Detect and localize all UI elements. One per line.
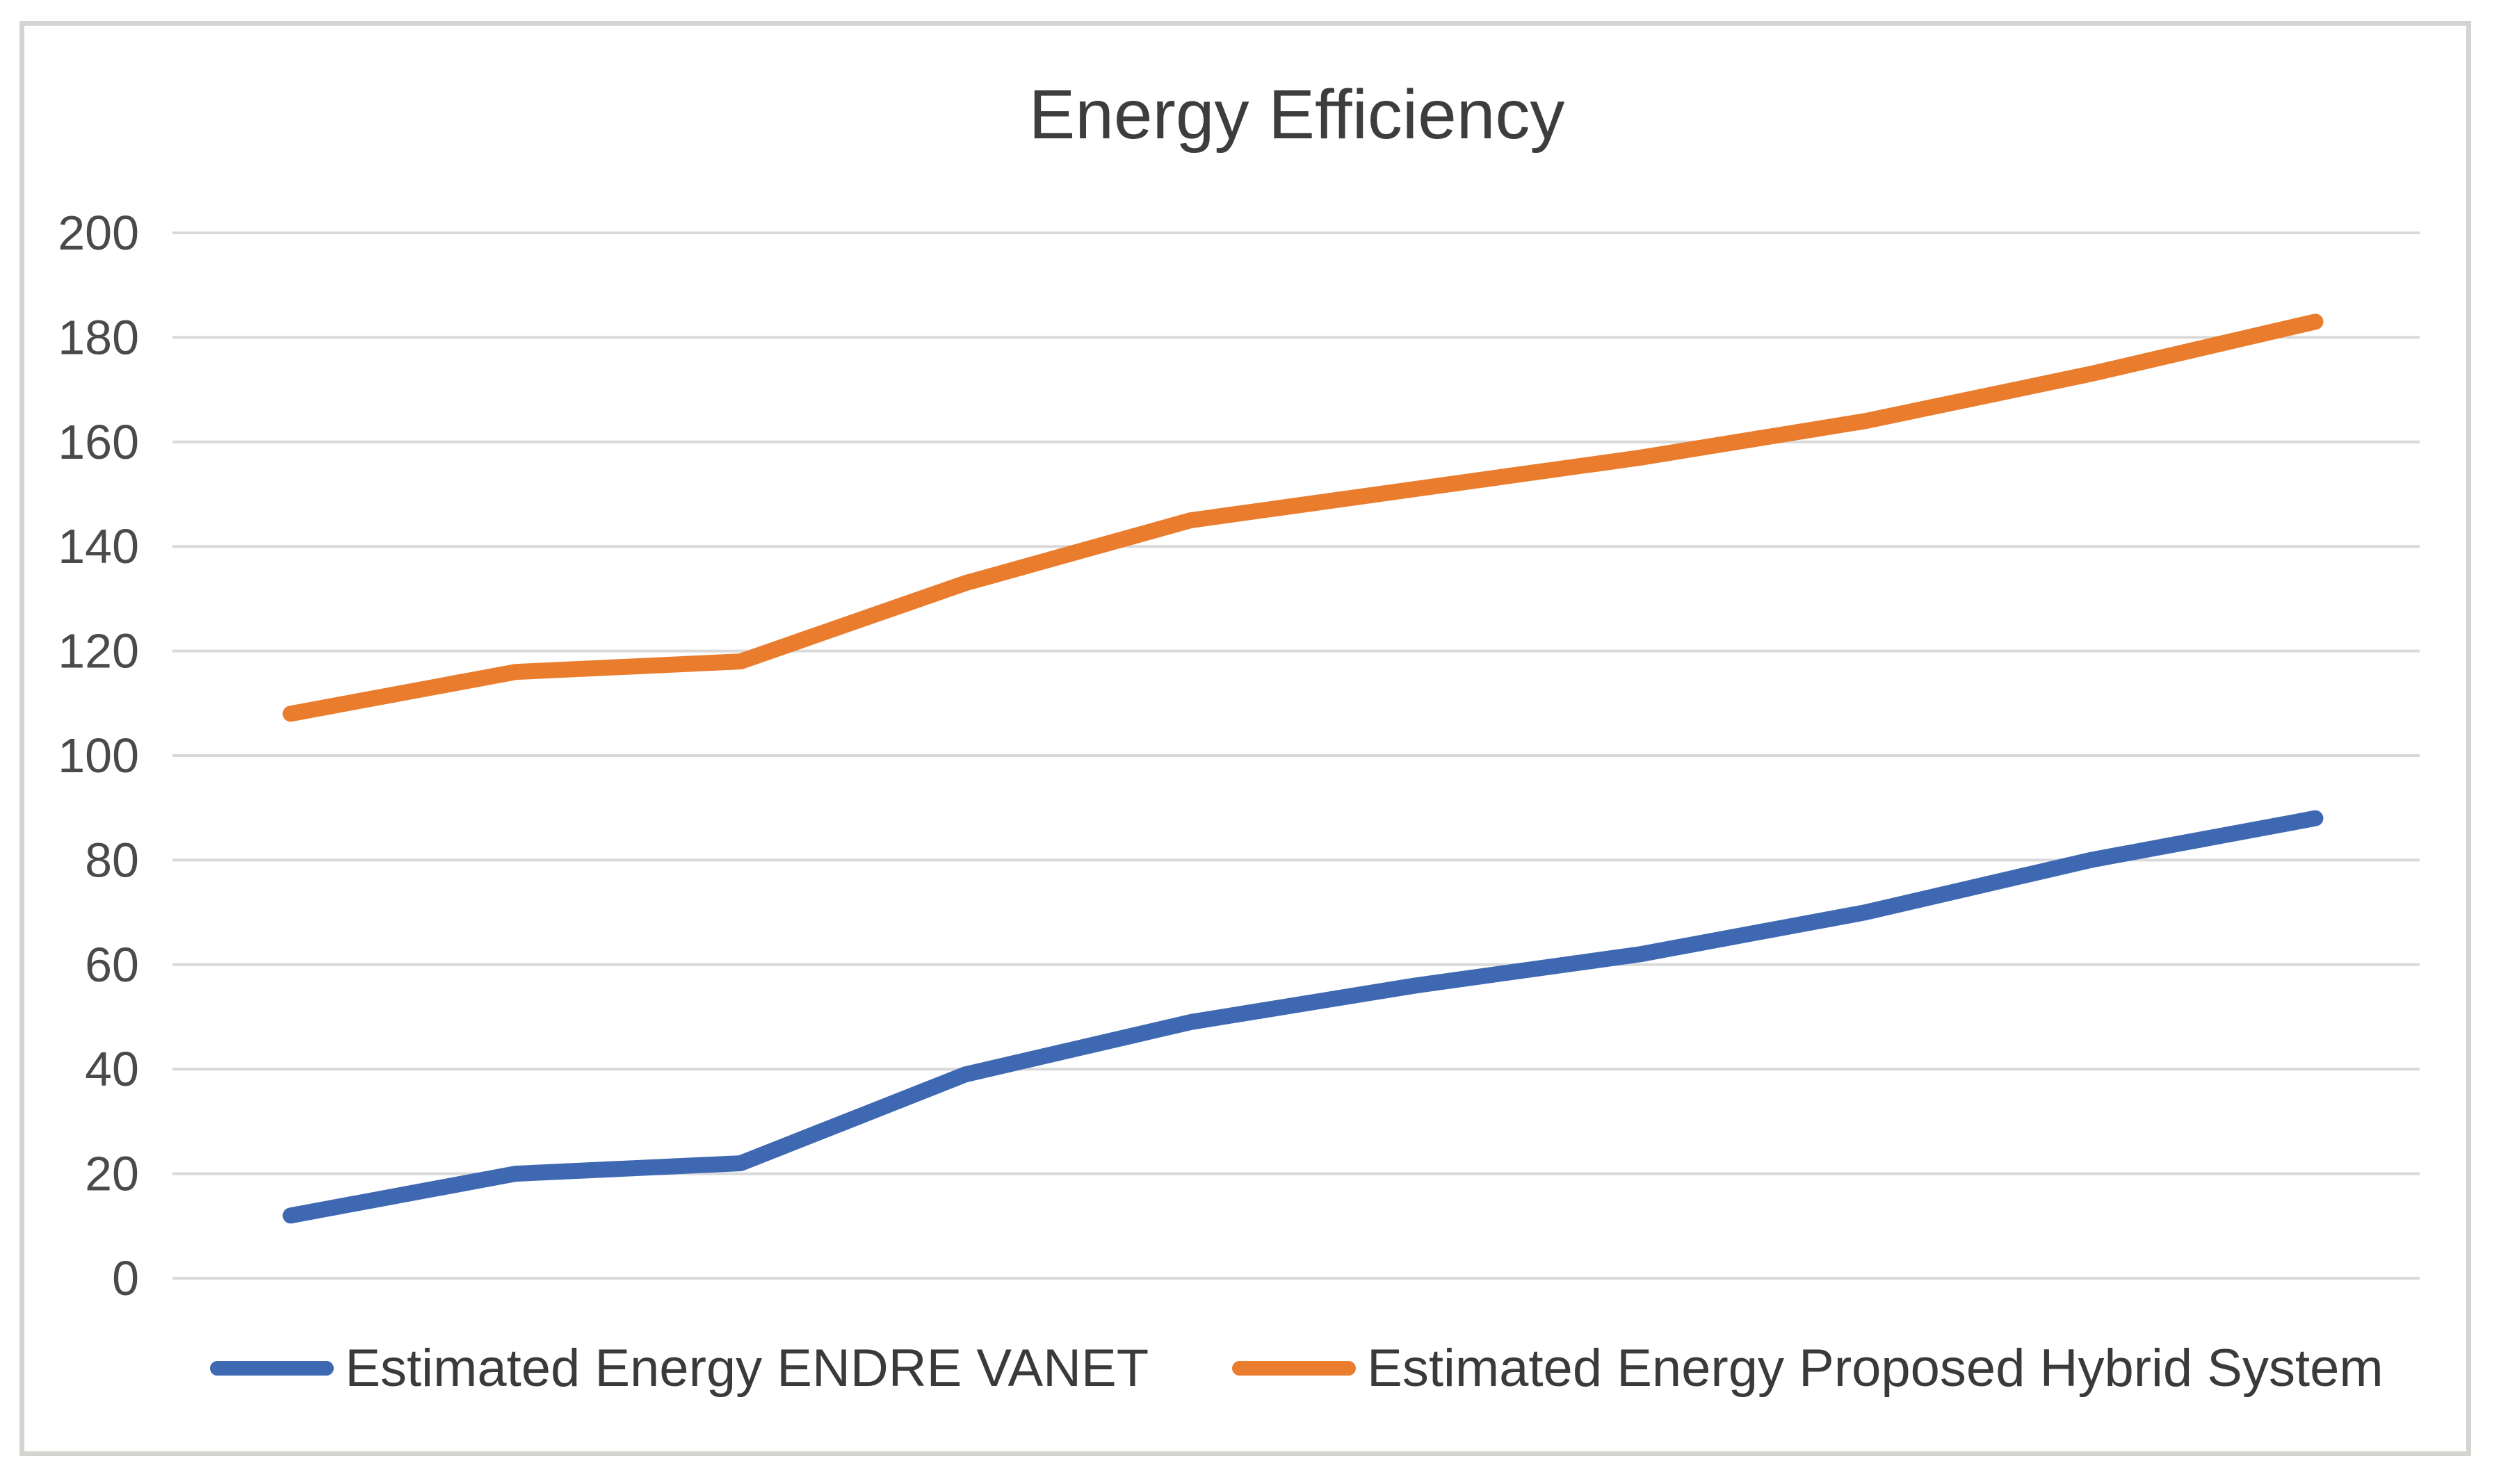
legend-swatch-blue-icon xyxy=(210,1361,334,1376)
series-line-proposed-hybrid-system xyxy=(282,313,2324,722)
y-tick-label: 160 xyxy=(58,415,139,469)
legend-label: Estimated Energy Proposed Hybrid System xyxy=(1367,1339,2383,1398)
legend-swatch-orange-icon xyxy=(1232,1361,1357,1376)
legend: Estimated Energy ENDRE VANET Estimated E… xyxy=(174,1338,2420,1399)
y-axis-tick-labels: 0 20 40 60 80 100 120 140 160 180 200 xyxy=(58,206,139,1305)
legend-item-proposed-hybrid: Estimated Energy Proposed Hybrid System xyxy=(1232,1338,2383,1399)
y-tick-label: 0 xyxy=(112,1251,139,1305)
y-tick-label: 60 xyxy=(85,938,139,992)
y-tick-label: 100 xyxy=(58,728,139,783)
series-lines xyxy=(282,313,2324,1224)
y-tick-label: 80 xyxy=(85,833,139,887)
legend-item-endre-vanet: Estimated Energy ENDRE VANET xyxy=(210,1338,1149,1399)
legend-label: Estimated Energy ENDRE VANET xyxy=(345,1339,1149,1398)
y-tick-label: 180 xyxy=(58,310,139,364)
series-line-endre-vanet xyxy=(282,810,2324,1224)
y-tick-label: 200 xyxy=(58,206,139,260)
chart-frame xyxy=(19,21,2471,1456)
y-tick-label: 20 xyxy=(85,1147,139,1201)
y-tick-label: 140 xyxy=(58,519,139,573)
y-tick-label: 40 xyxy=(85,1042,139,1096)
y-tick-label: 120 xyxy=(58,624,139,678)
chart-title: Energy Efficiency xyxy=(1028,76,1565,154)
gridlines xyxy=(172,231,2420,1280)
